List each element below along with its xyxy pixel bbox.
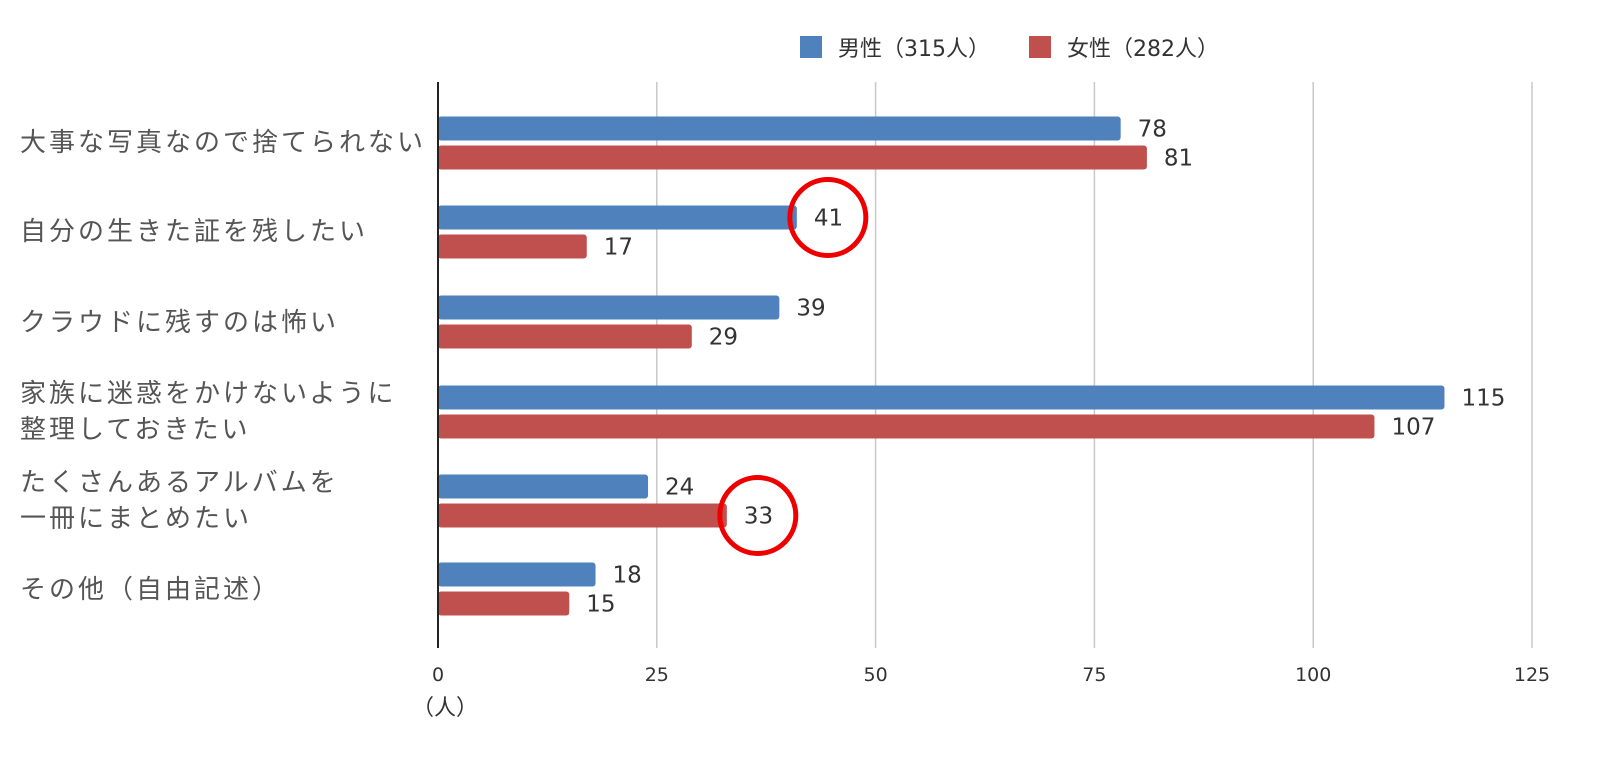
bar	[438, 562, 596, 587]
bar	[438, 474, 649, 499]
x-axis-unit-label: （人）	[412, 696, 479, 721]
x-tick-label: 75	[1082, 664, 1106, 686]
legend-label-female: 女性（282人）	[1067, 37, 1219, 62]
bar	[438, 145, 1147, 170]
highlight-circle	[787, 177, 869, 258]
bar	[438, 205, 797, 230]
legend-swatch-male	[800, 36, 822, 58]
bar	[438, 503, 727, 528]
bar	[438, 324, 692, 349]
data-label: 33	[744, 504, 773, 530]
data-label: 29	[709, 325, 738, 351]
data-label: 18	[613, 563, 642, 589]
highlight-circle	[717, 475, 799, 556]
x-tick-label: 125	[1514, 664, 1550, 686]
bar	[438, 385, 1445, 410]
bar	[438, 414, 1375, 439]
bar	[438, 295, 780, 320]
category-label: クラウドに残すのは怖い	[20, 308, 340, 338]
category-label: 大事な写真なので捨てられない	[20, 128, 427, 158]
bar	[438, 591, 570, 616]
data-label: 24	[665, 475, 694, 501]
data-label: 78	[1138, 117, 1167, 143]
bar	[438, 234, 587, 259]
data-label: 81	[1164, 146, 1193, 172]
x-tick-label: 0	[432, 664, 444, 686]
data-label: 115	[1461, 386, 1505, 412]
data-label: 41	[814, 206, 843, 232]
data-label: 39	[796, 296, 825, 322]
data-label: 107	[1391, 415, 1435, 441]
category-label: その他（自由記述）	[20, 575, 282, 605]
x-tick-label: 100	[1295, 664, 1331, 686]
x-tick-label: 50	[864, 664, 888, 686]
category-label: たくさんあるアルバムを 一冊にまとめたい	[20, 468, 339, 534]
legend-swatch-female	[1029, 36, 1051, 58]
category-label: 家族に迷惑をかけないように 整理しておきたい	[20, 379, 397, 445]
bar	[438, 116, 1121, 141]
x-tick-label: 25	[645, 664, 669, 686]
category-label: 自分の生きた証を残したい	[20, 217, 369, 247]
legend-item-male: 男性（315人）	[800, 30, 990, 64]
data-label: 17	[604, 235, 633, 261]
legend-item-female: 女性（282人）	[1029, 30, 1219, 64]
data-label: 15	[586, 592, 615, 618]
legend-label-male: 男性（315人）	[838, 37, 990, 62]
